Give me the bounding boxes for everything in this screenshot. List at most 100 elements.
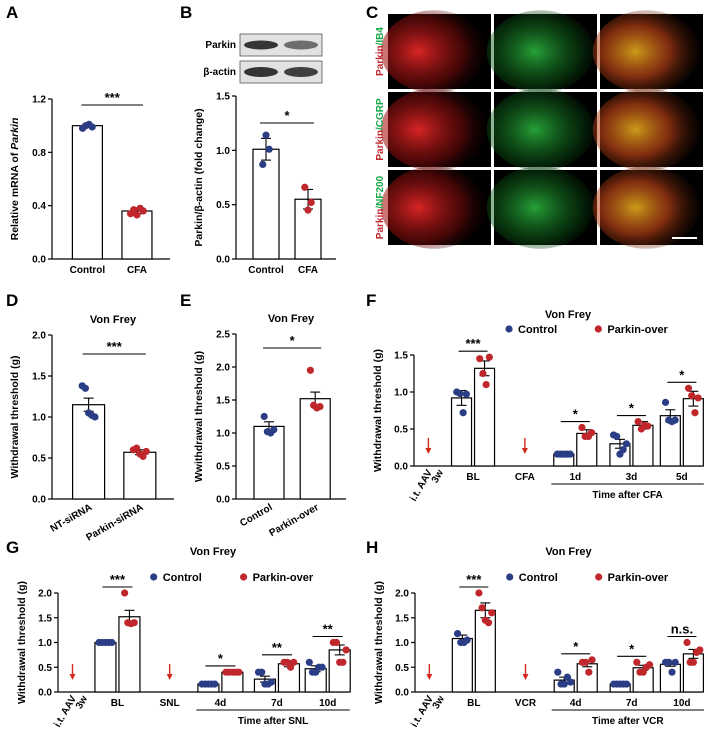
- treat-3d-point: [634, 418, 642, 426]
- y-tick-label: 2.5: [216, 330, 230, 341]
- significance-label: ***: [466, 572, 482, 587]
- control-BL-point: [462, 390, 470, 398]
- panel-labels: A B C D E F G H: [6, 3, 378, 557]
- series-1-point: [306, 366, 314, 374]
- panel-label-b: B: [180, 3, 192, 22]
- legend-control-marker: [505, 325, 513, 333]
- y-tick-label: 0.5: [38, 663, 52, 674]
- y-axis-label-part: Parkin/β-actin (fold change): [193, 108, 205, 246]
- control-BL-point: [463, 636, 471, 644]
- control-7d-point: [622, 680, 631, 688]
- y-axis-label-part: Withdrawal threshold (g): [373, 581, 385, 704]
- micro-row-label: Parkin/IB4: [375, 27, 386, 76]
- treat-BL-point: [121, 589, 129, 597]
- treat-BL-point: [475, 589, 483, 597]
- event-arrow-head: [522, 674, 529, 680]
- control-10d-point: [318, 663, 326, 671]
- y-axis-label-part: Withdrawal threshold (g): [372, 349, 384, 472]
- panel-label-d: D: [6, 291, 18, 310]
- treat-BL-point: [482, 381, 490, 389]
- aav-label-line: 3w: [431, 694, 447, 711]
- control-5d-point: [661, 398, 670, 406]
- y-axis-label: Relative mRNA of Parkin: [9, 118, 21, 241]
- y-tick-label: 1.0: [395, 638, 409, 649]
- y-tick-label: 0.5: [32, 454, 46, 465]
- significance-label: **: [323, 622, 334, 637]
- treat-10d-point: [342, 646, 350, 654]
- legend-treat-label: Parkin-over: [608, 572, 669, 584]
- x-tick-label: CFA: [127, 265, 147, 276]
- blot-row-label: β-actin: [203, 67, 236, 78]
- treat-4d-point: [582, 658, 590, 666]
- treat-10d-point: [696, 646, 704, 654]
- y-tick-label: 1.5: [32, 372, 46, 383]
- micro-label-parkin: Parkin: [375, 130, 386, 161]
- x-tick-label: Control: [238, 502, 274, 529]
- significance-label: *: [284, 108, 290, 123]
- y-tick-label: 0.8: [32, 148, 46, 159]
- significance-label: ***: [107, 339, 123, 354]
- control-4d-point: [554, 668, 562, 676]
- control-BL-bar: [451, 637, 473, 693]
- y-tick-label: 0.5: [216, 462, 230, 473]
- y-axis-label-part: Relative mRNA of: [9, 150, 21, 241]
- legend-control-label: Control: [519, 572, 558, 584]
- y-tick-label: 2.0: [38, 589, 52, 600]
- control-BL-point: [459, 409, 467, 417]
- y-tick-label: 1.5: [394, 351, 408, 362]
- charts: 0.0 0.4 0.8 1.2 Relative mRNA of Parkin Contr…: [9, 90, 705, 729]
- x-tick-label: CFA: [298, 265, 318, 276]
- chart-title: Von Frey: [90, 314, 137, 326]
- series-1-point: [304, 206, 312, 214]
- x-tick-label: Parkin-siRNA: [84, 502, 145, 543]
- significance-label: ***: [465, 336, 481, 351]
- significance-label: *: [679, 367, 685, 382]
- series-0-point: [262, 131, 270, 139]
- legend-treat-marker: [595, 573, 603, 581]
- treat-10d-point: [683, 638, 691, 647]
- control-10d-point: [671, 658, 679, 666]
- micro-tissue: [592, 88, 700, 171]
- control-BL-bar: [94, 641, 117, 693]
- control-5d-point: [671, 416, 679, 424]
- treat-3d-point: [644, 422, 652, 430]
- control-7d-point: [258, 668, 266, 676]
- x-tick-label: 4d: [215, 698, 227, 709]
- series-1-bar: [299, 398, 331, 500]
- x-tick-label: Control: [70, 265, 106, 276]
- y-axis-label-part: Wwithdrawal threshold (g): [193, 351, 205, 482]
- treat-7d-point: [290, 658, 298, 666]
- control-3d-point: [619, 446, 627, 454]
- chart-e: 0.0 0.5 1.0 1.5 2.0 2.5 Wwithdrawal threshold …: [193, 313, 346, 539]
- control-4d-point: [560, 680, 568, 688]
- control-1d-point: [566, 450, 574, 458]
- treat-10d-point: [332, 638, 341, 647]
- control-10d-bar: [659, 663, 682, 693]
- chart-g: 0.0 0.5 1.0 1.5 2.0 Withdrawal threshold (g) V…: [16, 546, 351, 729]
- legend-treat-marker: [240, 573, 248, 581]
- control-BL-point: [456, 389, 464, 398]
- x-tick-label: 7d: [271, 698, 283, 709]
- control-10d-point: [665, 658, 673, 666]
- event-arrow-head: [521, 448, 528, 454]
- y-tick-label: 0.0: [216, 255, 230, 266]
- aav-label-line: 3w: [430, 468, 446, 485]
- series-1-bar: [121, 210, 153, 260]
- legend-control-marker: [506, 573, 514, 581]
- series-0-point: [260, 412, 268, 421]
- x-axis-label: Time after SNL: [238, 716, 308, 727]
- chart-f: 0.0 0.5 1.0 1.5 Withdrawal threshold (g) Von …: [372, 309, 704, 503]
- legend-control-marker: [150, 573, 158, 581]
- event-label: VCR: [515, 698, 537, 709]
- y-axis-label: Wwithdrawal threshold (g): [193, 351, 205, 482]
- x-tick-label: NT-siRNA: [49, 502, 94, 535]
- treat-10d-bar: [328, 649, 351, 693]
- y-tick-label: 2.0: [216, 363, 230, 374]
- micro-label-marker: /CGRP: [375, 98, 386, 130]
- blot-band: [244, 40, 278, 50]
- significance-label: ***: [105, 90, 121, 105]
- legend-treat-label: Parkin-over: [607, 324, 668, 336]
- x-axis-label: Time after CFA: [592, 490, 662, 501]
- chart-title: Von Frey: [545, 309, 592, 321]
- x-tick-label: 3d: [626, 472, 638, 483]
